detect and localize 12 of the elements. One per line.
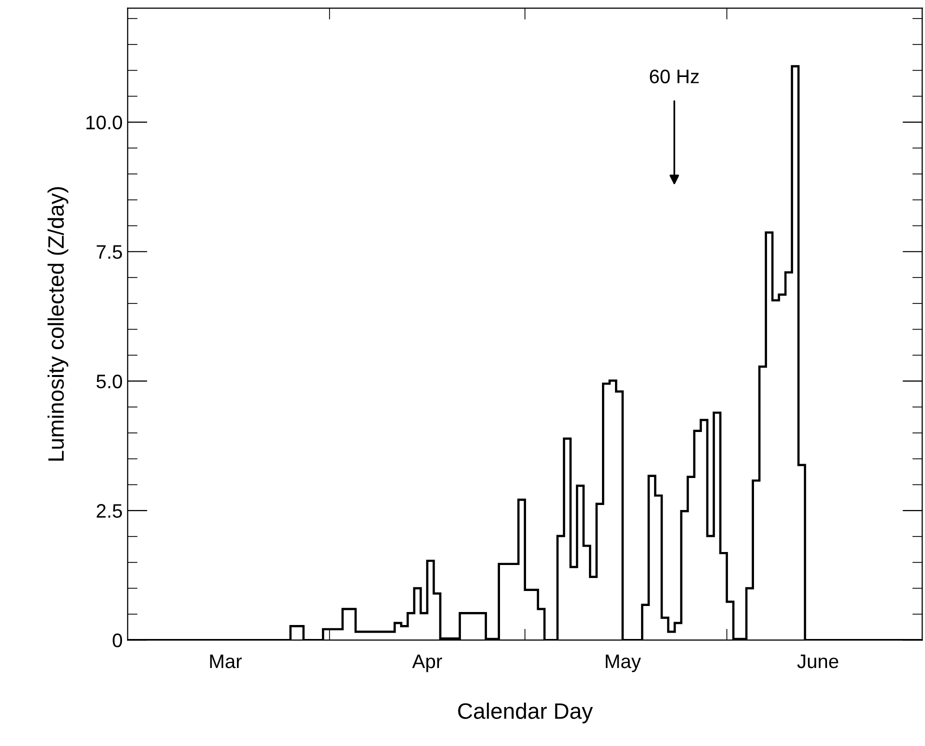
x-tick-label: May (606, 654, 641, 672)
y-tick-label: 10.0 (86, 116, 122, 130)
y-tick-label: 2.5 (96, 504, 122, 518)
y-tick-label: 7.5 (96, 245, 122, 259)
x-tick-label: Mar (210, 654, 242, 668)
y-tick-label: 0 (112, 634, 122, 648)
y-tick-label: 5.0 (96, 374, 122, 388)
x-tick-label: Apr (412, 654, 442, 672)
y-axis-title: Luminosity collected (Z/day) (48, 187, 68, 461)
x-axis-title: Calendar Day (458, 702, 593, 724)
annotation: 60 Hz (650, 70, 699, 84)
x-tick-label: June (797, 654, 838, 668)
